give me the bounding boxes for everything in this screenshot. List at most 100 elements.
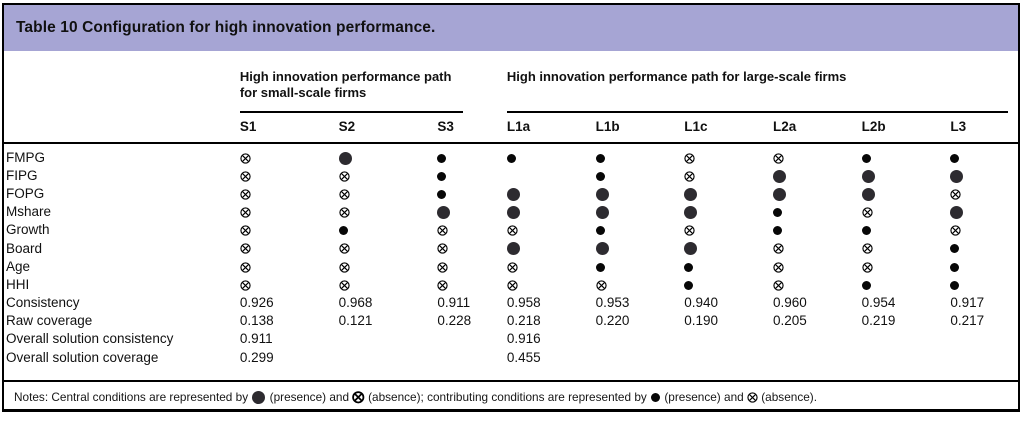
contributing-presence-icon	[861, 153, 871, 163]
table-cell	[771, 143, 860, 166]
row-label: Consistency	[6, 295, 80, 311]
central-presence-icon	[437, 206, 451, 220]
table-cell	[238, 239, 337, 257]
contributing-absence-icon	[437, 243, 449, 255]
table-cell	[435, 221, 505, 239]
table-cell	[505, 184, 594, 202]
table-cell	[594, 348, 683, 380]
table-cell	[948, 166, 1018, 184]
column-header-L1a: L1a	[504, 113, 594, 144]
table-cell	[948, 184, 1018, 202]
column-header-L1c: L1c	[682, 113, 771, 144]
contributing-absence-icon	[338, 171, 350, 182]
table-cell	[594, 257, 683, 275]
row-label: Mshare	[6, 204, 52, 220]
table-cell	[948, 239, 1018, 257]
table-cell	[435, 203, 505, 221]
contributing-absence-icon	[861, 243, 873, 255]
central-presence-icon	[595, 187, 609, 201]
table-cell	[238, 275, 337, 293]
table-cell: 0.958	[506, 295, 541, 311]
table-cell	[771, 275, 860, 293]
table-cell	[860, 275, 949, 293]
contributing-absence-icon	[240, 207, 251, 218]
table-body: FMPG FIPG FOPG Mshare Growth Board Age HHI Consi…	[4, 143, 1018, 380]
contributing-absence-icon	[240, 189, 251, 200]
contributing-presence-icon	[595, 262, 605, 272]
contributing-presence-icon	[595, 226, 605, 236]
table-cell	[860, 239, 949, 257]
table-cell: 0.220	[595, 313, 630, 329]
central-presence-icon	[252, 390, 266, 404]
contributing-presence-icon	[950, 153, 960, 163]
contributing-absence-icon	[437, 225, 449, 236]
table-cell	[682, 184, 771, 202]
table-frame: Table 10 Configuration for high innovati…	[2, 3, 1020, 412]
table-cell	[435, 348, 505, 380]
table-cell	[435, 166, 505, 184]
table-cell	[948, 257, 1018, 275]
table-title: Table 10 Configuration for high innovati…	[16, 19, 436, 36]
configuration-table: High innovation performance path for sma…	[4, 59, 1018, 380]
table-cell: 0.954	[861, 295, 896, 311]
contributing-presence-icon	[595, 171, 605, 181]
row-label: HHI	[6, 276, 30, 292]
table-cell	[771, 348, 860, 380]
table-cell	[682, 239, 771, 257]
contributing-absence-icon	[507, 225, 518, 236]
column-header-S1: S1	[237, 113, 337, 144]
column-group-label: High innovation performance path for lar…	[506, 69, 1008, 113]
contributing-absence-icon	[773, 262, 784, 273]
table-cell	[771, 203, 860, 221]
table-cell	[238, 166, 337, 184]
table-cell: 0.960	[772, 295, 807, 311]
table-row: FOPG	[4, 184, 1018, 202]
table-cell	[337, 348, 436, 380]
table-cell	[682, 166, 771, 184]
row-label: Age	[6, 258, 31, 274]
contributing-absence-icon	[861, 262, 873, 273]
column-group-header: High innovation performance path for lar…	[505, 59, 1018, 113]
row-label: FMPG	[6, 149, 45, 165]
central-presence-icon	[684, 206, 698, 220]
table-cell	[505, 166, 594, 184]
contributing-presence-icon	[861, 280, 871, 290]
table-cell	[948, 275, 1018, 293]
contributing-presence-icon	[437, 153, 447, 163]
table-cell	[505, 275, 594, 293]
table-cell	[594, 184, 683, 202]
table-cell	[238, 203, 337, 221]
row-label: Raw coverage	[6, 313, 93, 329]
row-label: Overall solution coverage	[6, 349, 159, 365]
table-row: Raw coverage 0.138 0.121 0.228 0.218 0.220 0.1…	[4, 312, 1018, 330]
table-row: FMPG	[4, 143, 1018, 166]
notes-text: (absence).	[757, 390, 817, 405]
contributing-presence-icon	[950, 280, 960, 290]
contributing-presence-icon	[506, 153, 516, 163]
table-cell	[594, 143, 683, 166]
table-cell	[682, 330, 771, 348]
table-cell: 0.219	[861, 313, 896, 329]
table-cell: 0.299	[239, 349, 274, 365]
table-cell	[337, 257, 436, 275]
central-presence-icon	[506, 206, 520, 220]
table-cell	[948, 330, 1018, 348]
table-cell	[771, 330, 860, 348]
contributing-absence-icon	[773, 280, 784, 291]
table-cell: 0.228	[437, 313, 472, 329]
table-cell	[505, 143, 594, 166]
table-cell: 0.916	[506, 331, 541, 347]
central-presence-icon	[684, 187, 698, 201]
table-row: Consistency 0.926 0.968 0.911 0.958 0.953 0.94…	[4, 294, 1018, 312]
table-row: Mshare	[4, 203, 1018, 221]
contributing-presence-icon	[861, 226, 871, 236]
table-cell	[860, 143, 949, 166]
contributing-absence-icon	[684, 225, 695, 236]
table-cell: 0.953	[595, 295, 630, 311]
table-cell: 0.911	[437, 295, 471, 311]
row-label: Overall solution consistency	[6, 331, 174, 347]
table-cell	[682, 257, 771, 275]
table-cell	[771, 221, 860, 239]
notes-text: (absence); contributing conditions are r…	[364, 390, 651, 405]
table-cell	[948, 348, 1018, 380]
